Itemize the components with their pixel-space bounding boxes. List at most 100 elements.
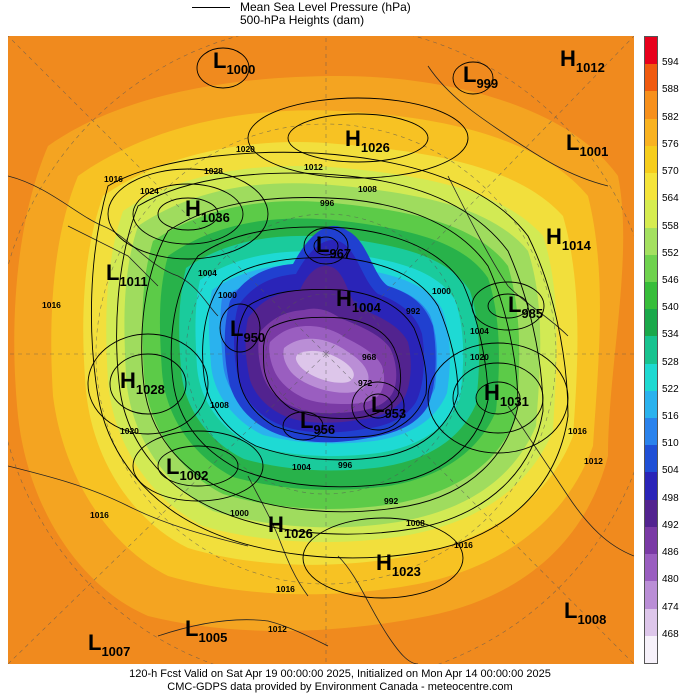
color-scale-swatch	[645, 472, 657, 501]
low-pressure-marker: L1001	[566, 130, 609, 159]
high-pressure-marker: H1014	[546, 224, 591, 253]
color-scale-swatch	[645, 499, 657, 528]
isobar-label: 996	[338, 460, 353, 470]
color-scale-swatch	[645, 37, 657, 65]
color-scale-swatch	[645, 64, 657, 92]
isobar-label: 1016	[104, 174, 123, 184]
isobar-label: 968	[362, 352, 377, 362]
low-pressure-marker: L985	[508, 292, 544, 321]
low-pressure-marker: L1011	[106, 260, 148, 289]
color-scale-swatch	[645, 200, 657, 228]
high-pressure-marker: H1026	[345, 126, 390, 155]
legend-line-1: Mean Sea Level Pressure (hPa)	[240, 0, 411, 14]
low-pressure-marker: L950	[230, 316, 266, 345]
isobar-label: 1016	[276, 584, 295, 594]
isobar-label: 1020	[470, 352, 489, 362]
isobar-label: 1000	[218, 290, 237, 300]
isobar-label: 1012	[304, 162, 323, 172]
isobar-label: 1016	[90, 510, 109, 520]
low-pressure-marker: L1000	[213, 48, 256, 77]
color-scale-swatch	[645, 145, 657, 174]
isobar-label: 1028	[204, 166, 223, 176]
color-scale-tick: 534	[662, 329, 679, 341]
isobar-label: 1008	[406, 518, 425, 528]
isobars	[87, 47, 569, 599]
legend-line-2: 500-hPa Heights (dam)	[240, 13, 365, 27]
isobar-label: 1016	[568, 426, 587, 436]
data-credit-text: CMC-GDPS data provided by Environment Ca…	[167, 681, 513, 693]
color-scale-swatch	[645, 336, 657, 365]
color-scale-swatch	[645, 608, 657, 637]
isobar-label: 996	[320, 198, 335, 208]
band-468	[295, 350, 354, 383]
color-scale-swatch	[645, 118, 657, 147]
map-legend: Mean Sea Level Pressure (hPa) 500-hPa He…	[0, 0, 680, 36]
isobar-label: 1020	[236, 144, 255, 154]
color-scale-tick: 576	[662, 138, 679, 150]
isobar-label: 1000	[432, 286, 451, 296]
color-scale-tick: 528	[662, 356, 679, 368]
isobar-label: 1016	[454, 540, 473, 550]
color-scale-tick: 498	[662, 492, 679, 504]
weather-map: L1000 L999 H1012 H1026 L1001 H1036 L967 …	[8, 36, 634, 664]
high-pressure-marker: H1026	[268, 512, 313, 541]
isobar-label: 972	[358, 378, 373, 388]
coastlines	[8, 65, 634, 664]
isobar-label: 1008	[210, 400, 229, 410]
isobar-label: 1004	[292, 462, 311, 472]
graticule	[8, 36, 634, 664]
color-scale-swatch	[645, 526, 657, 555]
color-scale-tick: 552	[662, 247, 679, 259]
height-field	[8, 36, 634, 664]
color-scale-swatch	[645, 363, 657, 392]
color-scale-tick: 594	[662, 57, 679, 69]
color-scale-tick: 480	[662, 574, 679, 586]
low-pressure-marker: L1008	[564, 598, 607, 627]
high-pressure-marker: H1023	[376, 550, 421, 579]
color-scale-tick: 546	[662, 274, 679, 286]
map-footer: 120-h Fcst Valid on Sat Apr 19 00:00:00 …	[0, 668, 680, 694]
color-scale-tick: 486	[662, 547, 679, 559]
isobar-label: 1012	[584, 456, 603, 466]
color-scale-tick: 540	[662, 302, 679, 314]
isobar-label: 1020	[120, 426, 139, 436]
color-scale-tick: 558	[662, 220, 679, 232]
high-pressure-marker: H1004	[336, 286, 381, 315]
high-pressure-marker: H1036	[185, 196, 230, 225]
color-scale-swatch	[645, 91, 657, 120]
low-pressure-marker: L1007	[88, 630, 131, 659]
low-pressure-marker: L967	[316, 232, 352, 261]
color-scale-swatch	[645, 554, 657, 582]
isobar-label: 1000	[230, 508, 249, 518]
color-scale-swatch	[645, 254, 657, 283]
color-scale-swatch	[645, 581, 657, 610]
isobar-label: 1024	[140, 186, 159, 196]
color-scale-tick: 570	[662, 166, 679, 178]
color-scale-swatch	[645, 309, 657, 337]
color-scale-tick: 582	[662, 111, 679, 123]
color-scale-swatch	[645, 281, 657, 310]
color-scale-swatch	[645, 445, 657, 473]
color-scale-tick: 492	[662, 519, 679, 531]
color-scale-tick: 468	[662, 628, 679, 640]
isobar-label: 1004	[198, 268, 217, 278]
color-scale-swatch	[645, 418, 657, 446]
color-scale-tick: 564	[662, 193, 679, 205]
high-pressure-marker: H1028	[120, 368, 165, 397]
high-pressure-marker: H1012	[560, 46, 605, 75]
low-pressure-marker: L1005	[185, 616, 228, 645]
color-scale-tick: 522	[662, 383, 679, 395]
low-pressure-marker: L999	[463, 62, 499, 91]
low-pressure-marker: L953	[371, 392, 407, 421]
isobar-label: 992	[406, 306, 421, 316]
forecast-validity-text: 120-h Fcst Valid on Sat Apr 19 00:00:00 …	[129, 668, 551, 680]
color-scale-tick: 516	[662, 411, 679, 423]
isobar-label: 992	[384, 496, 399, 506]
color-scale-swatch	[645, 390, 657, 419]
height-color-scale	[644, 36, 658, 664]
isobar-label: 1004	[470, 326, 489, 336]
color-scale-tick: 588	[662, 84, 679, 96]
low-pressure-marker: L1002	[166, 454, 209, 483]
color-scale-swatch	[645, 227, 657, 256]
high-pressure-marker: H1031	[484, 380, 529, 409]
